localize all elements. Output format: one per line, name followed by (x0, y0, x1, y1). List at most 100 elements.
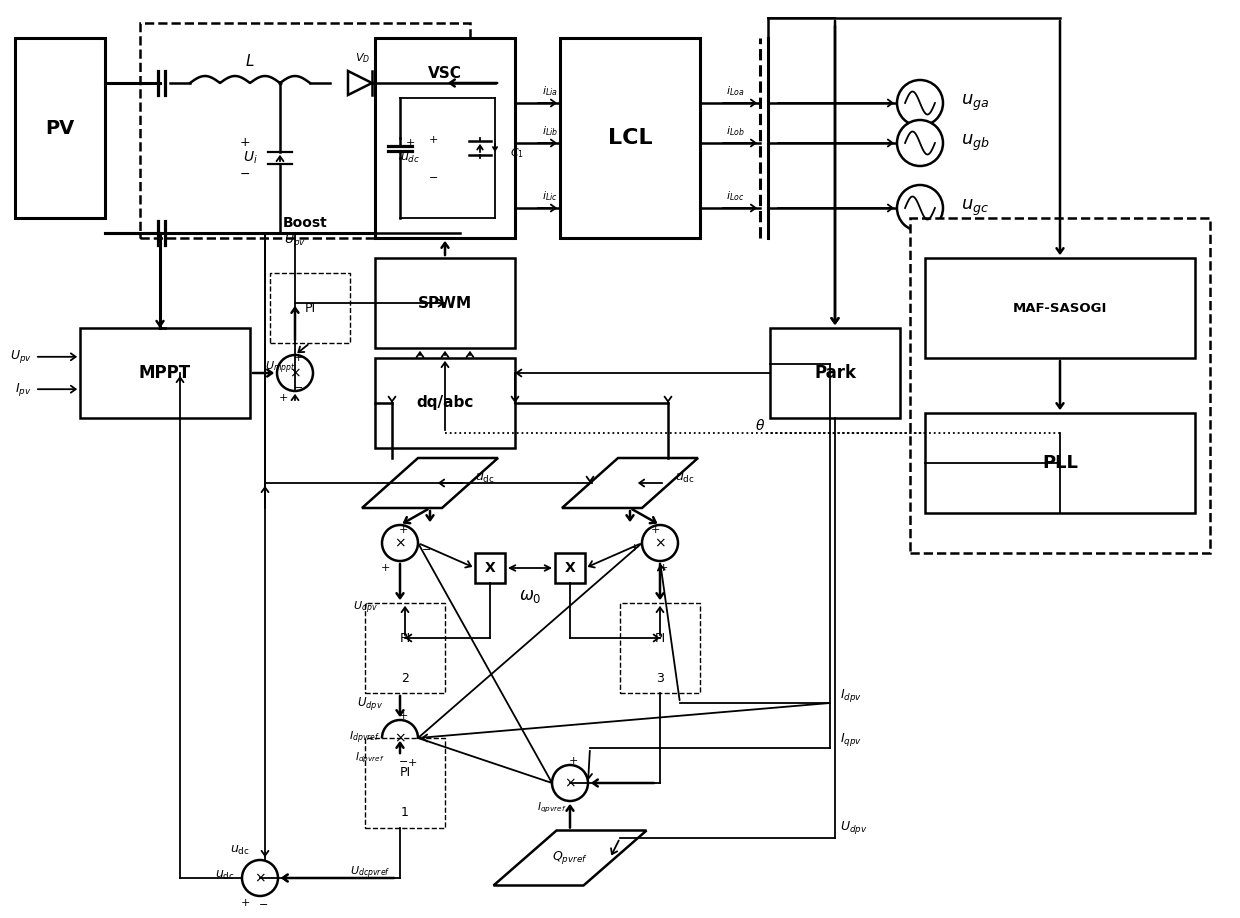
Text: $i_{Lic}$: $i_{Lic}$ (542, 189, 558, 203)
Text: $-$: $-$ (398, 755, 408, 765)
Text: $U_i$: $U_i$ (243, 150, 258, 166)
Text: $u_{dc}$: $u_{dc}$ (401, 151, 420, 164)
Text: VSC: VSC (428, 65, 463, 81)
Circle shape (897, 185, 942, 231)
Text: Boost: Boost (283, 216, 327, 230)
Text: $\bf{X}$: $\bf{X}$ (484, 561, 496, 575)
Bar (374, 258, 515, 348)
Text: +: + (241, 898, 249, 908)
Bar (925, 258, 1195, 358)
Text: $-$: $-$ (543, 775, 553, 785)
Text: +: + (658, 563, 667, 573)
Text: $\times$: $\times$ (254, 871, 265, 885)
Text: +: + (405, 138, 414, 148)
Text: $C_1$: $C_1$ (510, 146, 525, 160)
Text: $u_{\rm dc}$: $u_{\rm dc}$ (231, 844, 250, 856)
Text: $U_{pv}$: $U_{pv}$ (284, 232, 306, 250)
Text: $i_{Lob}$: $i_{Lob}$ (725, 124, 744, 138)
Polygon shape (348, 71, 372, 95)
Bar (910, 218, 1210, 553)
Text: $I_{qpvref}$: $I_{qpvref}$ (537, 800, 567, 815)
Text: $\times$: $\times$ (394, 536, 405, 550)
Bar (925, 413, 1195, 513)
Text: +: + (381, 563, 389, 573)
Text: $-$: $-$ (428, 171, 438, 181)
Text: $u_{gb}$: $u_{gb}$ (961, 133, 990, 153)
Circle shape (552, 765, 588, 801)
Text: 3: 3 (656, 671, 663, 685)
Polygon shape (562, 458, 698, 508)
Circle shape (277, 355, 312, 391)
Circle shape (382, 720, 418, 756)
Text: $i_{Loa}$: $i_{Loa}$ (725, 84, 744, 98)
Text: $i_{Lia}$: $i_{Lia}$ (542, 84, 558, 98)
Polygon shape (494, 831, 646, 886)
Text: $-$: $-$ (293, 381, 303, 391)
Bar (374, 38, 515, 238)
Text: PI: PI (399, 767, 410, 779)
Text: $\omega_0$: $\omega_0$ (518, 587, 542, 605)
Text: PV: PV (46, 118, 74, 138)
Text: $U_{dcpvref}$: $U_{dcpvref}$ (350, 865, 391, 881)
Text: LCL: LCL (608, 128, 652, 148)
Text: $I_{qpv}$: $I_{qpv}$ (839, 732, 862, 748)
Text: $-$: $-$ (258, 898, 268, 908)
Text: $\times$: $\times$ (289, 366, 301, 380)
Text: $\bf{X}$: $\bf{X}$ (564, 561, 577, 575)
Text: PLL: PLL (1042, 454, 1078, 472)
Circle shape (242, 860, 278, 896)
Text: 2: 2 (401, 671, 409, 685)
Text: $U_{dpv}$: $U_{dpv}$ (352, 599, 377, 616)
Bar (556, 553, 585, 583)
Text: +: + (278, 393, 288, 403)
Text: +: + (398, 711, 408, 721)
Text: $u_{\rm dc}$: $u_{\rm dc}$ (475, 472, 495, 485)
Polygon shape (362, 458, 498, 508)
Text: $u_{gc}$: $u_{gc}$ (961, 198, 990, 218)
Bar (81, 328, 250, 418)
Text: $I_{dpvref}$: $I_{dpvref}$ (350, 730, 381, 746)
Text: +: + (407, 758, 417, 768)
Bar (365, 738, 445, 828)
Text: $i_{Loc}$: $i_{Loc}$ (725, 189, 744, 203)
Bar (620, 603, 701, 693)
Text: $U_{mppt}$: $U_{mppt}$ (265, 360, 296, 376)
Text: $u_{\rm dc}$: $u_{\rm dc}$ (675, 472, 694, 485)
Text: $U_{dpv}$: $U_{dpv}$ (839, 820, 868, 836)
Text: +: + (568, 756, 578, 766)
Text: PI: PI (655, 632, 666, 644)
Text: dq/abc: dq/abc (417, 396, 474, 410)
Bar (374, 358, 515, 448)
Bar (270, 273, 350, 343)
Text: PI: PI (305, 301, 315, 315)
Text: +: + (239, 137, 250, 150)
Text: 1: 1 (401, 807, 409, 820)
Text: PI: PI (399, 632, 410, 644)
Text: +: + (650, 525, 660, 535)
Bar (140, 23, 470, 238)
Text: Park: Park (813, 364, 856, 382)
Text: +: + (294, 353, 303, 363)
Text: +: + (398, 525, 408, 535)
Text: $u_{\rm dc}$: $u_{\rm dc}$ (216, 868, 236, 881)
Text: MAF-SASOGI: MAF-SASOGI (1013, 301, 1107, 315)
Bar (15, 38, 105, 218)
Bar (770, 328, 900, 418)
Text: $V_D$: $V_D$ (356, 51, 371, 65)
Text: $U_{pv}$: $U_{pv}$ (10, 348, 32, 365)
Text: $L$: $L$ (246, 53, 254, 69)
Text: +: + (428, 135, 438, 145)
Bar (560, 38, 701, 238)
Circle shape (897, 120, 942, 166)
Text: $I_{pv}$: $I_{pv}$ (15, 381, 32, 397)
Text: $U_{dpv}$: $U_{dpv}$ (357, 695, 383, 711)
Text: $Q_{pvref}$: $Q_{pvref}$ (552, 849, 588, 867)
Text: SPWM: SPWM (418, 296, 472, 310)
Circle shape (897, 80, 942, 126)
Text: $-$: $-$ (239, 166, 250, 180)
Text: $u_{ga}$: $u_{ga}$ (961, 93, 990, 113)
Text: $-$: $-$ (420, 543, 432, 553)
Bar (365, 603, 445, 693)
Bar (475, 553, 505, 583)
Text: $i_{Lib}$: $i_{Lib}$ (542, 124, 558, 138)
